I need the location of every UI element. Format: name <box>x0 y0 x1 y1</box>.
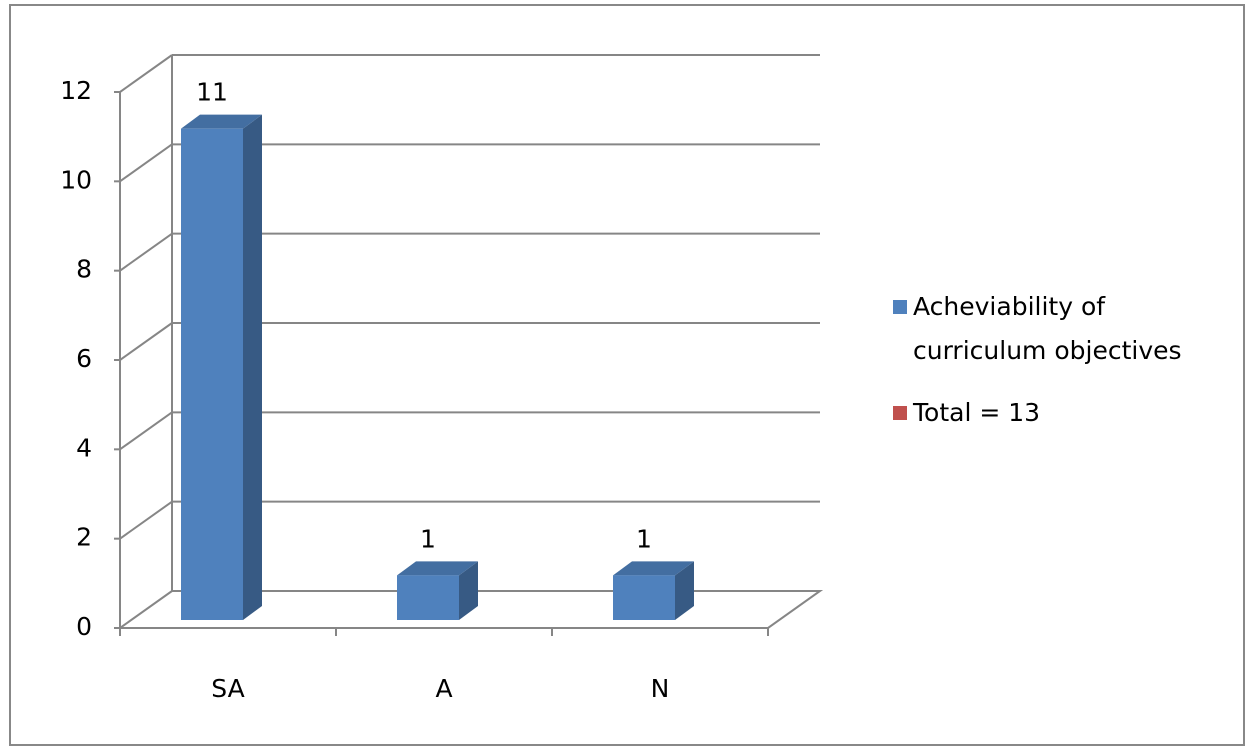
bar-top <box>181 114 262 129</box>
y-tick-label: 8 <box>76 255 92 284</box>
data-label: 1 <box>636 524 652 553</box>
x-tick-label: SA <box>211 674 244 703</box>
legend-swatch <box>893 406 907 420</box>
legend-label: Acheviability of curriculum objectives <box>913 292 1182 365</box>
y-tick-label: 2 <box>76 523 92 552</box>
grid-side <box>119 500 173 540</box>
y-tick-label: 4 <box>76 433 92 462</box>
y-tick-label: 0 <box>76 612 92 641</box>
y-tick-label: 6 <box>76 344 92 373</box>
bar <box>397 575 459 620</box>
grid-side <box>119 322 173 361</box>
bar-top <box>613 561 694 576</box>
bar-top <box>397 561 478 576</box>
legend-label: Total = 13 <box>913 398 1041 427</box>
legend-item: Total = 13 <box>893 391 1223 435</box>
bar <box>181 128 243 620</box>
grid-side <box>119 143 173 183</box>
grid-side <box>119 232 173 272</box>
bar-side <box>675 561 694 620</box>
y-tick-label: 10 <box>60 165 92 194</box>
data-label: 1 <box>420 524 436 553</box>
x-tick-label: A <box>435 674 452 703</box>
bar <box>613 575 675 620</box>
x-tick-label: N <box>651 674 670 703</box>
bar-side <box>243 114 262 621</box>
grid-side <box>119 411 173 451</box>
legend-item: Acheviability of curriculum objectives <box>893 285 1223 373</box>
data-label: 11 <box>196 78 228 107</box>
bar-side <box>459 561 478 620</box>
y-tick-label: 12 <box>60 76 92 105</box>
grid-side <box>119 590 173 629</box>
legend-swatch <box>893 300 907 314</box>
grid-side <box>119 54 173 93</box>
